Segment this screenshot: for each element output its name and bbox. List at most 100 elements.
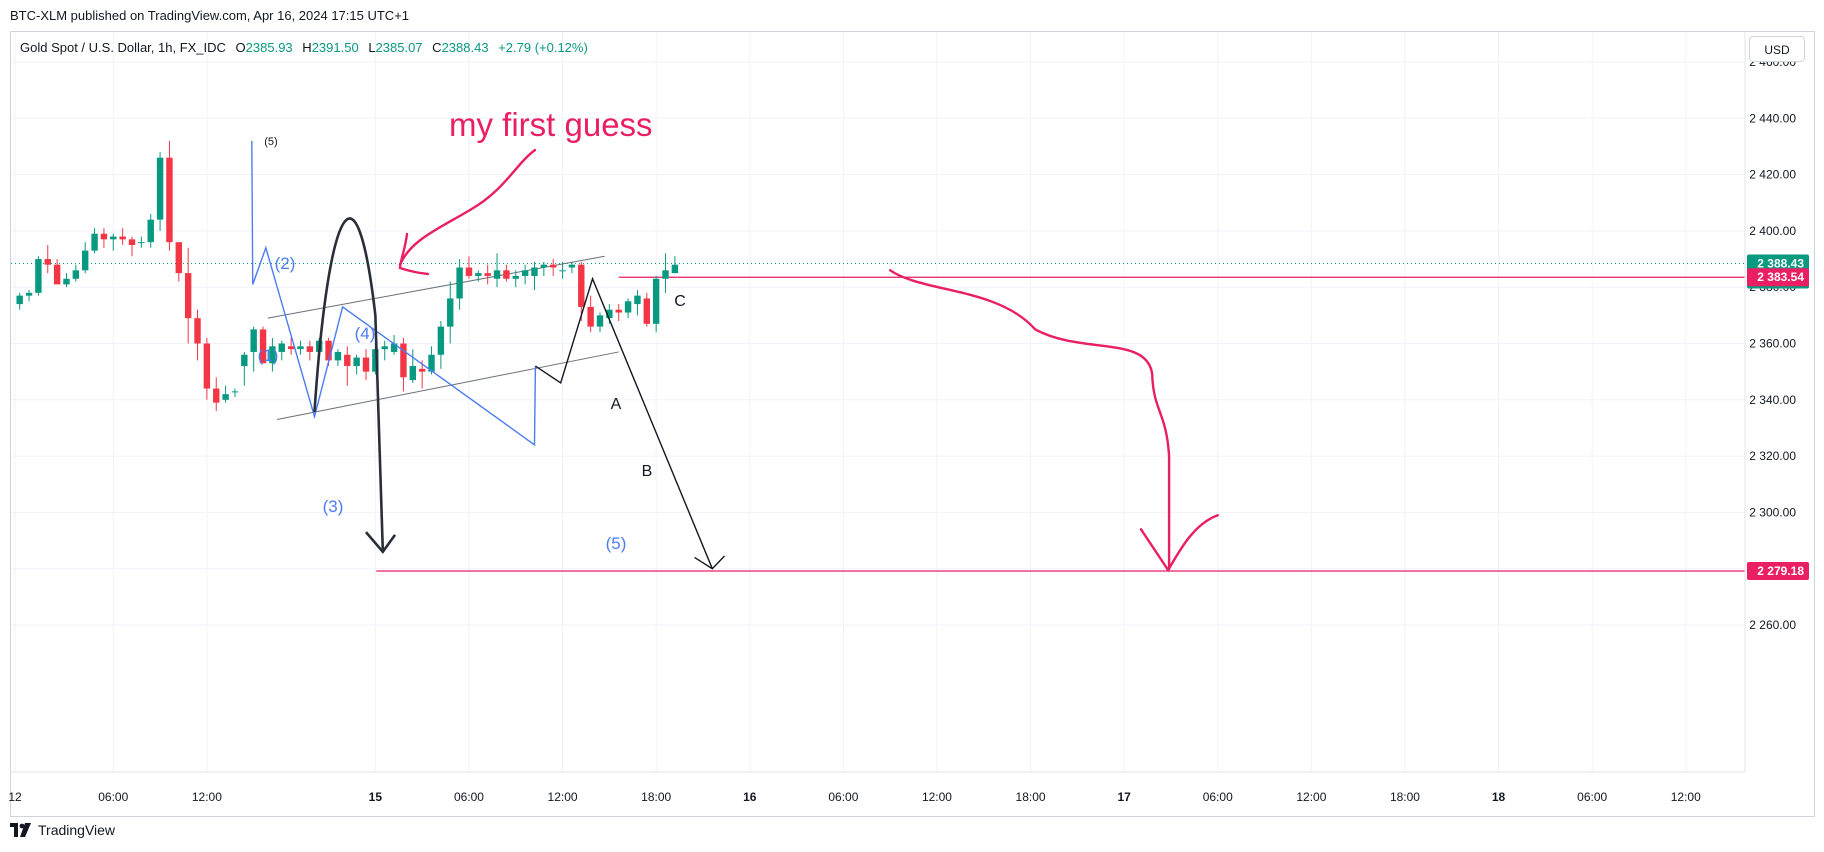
candle-body [325,340,332,361]
candle [447,281,454,344]
candle-body [437,326,445,355]
candle [166,140,173,251]
wave-label: A [611,396,622,413]
candle-body [297,346,304,350]
y-tick-label: 2 360.00 [1749,337,1796,351]
candle [400,337,407,392]
candle-body [550,264,557,268]
forecast-bounce-path [1139,514,1219,573]
channel-lower-line [276,351,619,420]
candle-body [278,343,285,352]
candle [156,152,164,231]
candle-body [578,264,585,307]
candle-body [25,292,33,296]
candle-body [72,270,80,279]
close-label: C [432,40,442,55]
candle [624,298,632,319]
candle [521,264,529,285]
candle [578,261,585,321]
candle [428,346,435,375]
open-label: O [235,40,246,55]
candle [540,261,548,276]
candle [44,244,51,274]
candle-body [493,270,501,279]
candle [16,292,23,310]
candle-body [306,346,314,352]
currency-button[interactable]: USD [1749,36,1805,62]
x-tick-label: 12:00 [1671,790,1701,804]
candle-body [213,388,220,403]
candle-body [287,346,295,350]
first-guess-arc [313,217,385,554]
open-value: 2385.93 [245,40,293,55]
candle [559,261,566,279]
candle-body [624,301,632,313]
candle-body [484,273,491,276]
candle [53,259,61,285]
candle-body [521,270,529,276]
candle [147,214,154,248]
footer-brand[interactable]: TradingView [10,822,115,838]
candle-body [156,157,164,220]
x-tick-label: 12:00 [548,790,578,804]
change-value: +2.79 (+0.12%) [498,40,588,55]
candle [456,259,463,310]
candle-body [241,354,248,367]
price-label-box [1747,562,1809,581]
candle-body [400,343,407,378]
candle [550,259,557,276]
x-tick-label: 12 [8,790,22,804]
price-label-text: 2 279.18 [1757,564,1804,578]
candle-body [652,278,660,324]
price-axis: 2 460.002 440.002 420.002 400.002 380.00… [1744,32,1809,772]
candle [297,340,304,355]
candle-body [606,309,613,319]
candle-body [334,351,342,361]
candle [353,354,360,375]
candle-body [615,309,622,313]
candle-body [203,343,211,389]
candle-body [269,346,276,364]
candle [568,261,576,274]
candle-body [447,298,454,327]
candle-body [344,354,351,367]
candle [259,326,267,364]
candle [531,261,538,291]
candle-body [147,219,154,243]
candle-body [587,306,594,327]
low-value: 2385.07 [375,40,423,55]
candle-body [250,329,257,352]
candle-body [16,295,23,305]
candle [35,256,42,296]
x-tick-label: 18:00 [1016,790,1046,804]
candle-body [475,273,482,276]
candle-body [166,157,173,243]
high-label: H [302,40,312,55]
candle [110,233,117,251]
candle [662,253,669,293]
candle-body [512,275,519,279]
candle [362,349,370,381]
wave-label: (3) [323,497,344,516]
y-tick-label: 2 420.00 [1749,168,1796,182]
candle-body [53,264,61,285]
x-tick-label: 18:00 [641,790,671,804]
candle [25,290,33,302]
tradingview-logo-icon [10,823,31,837]
candle-body [540,264,548,268]
x-tick-label: 06:00 [1203,790,1233,804]
candle [184,247,192,344]
low-label: L [368,40,376,55]
first-guess-annotation: my first guess [449,106,653,143]
candle-body [128,239,136,245]
candle-body [372,349,379,372]
symbol-legend: Gold Spot / U.S. Dollar, 1h, FX_IDC O238… [20,40,588,55]
chart-frame [10,31,1815,817]
candle [615,304,622,321]
candle [241,351,248,386]
candle-body [259,329,267,364]
abc-arrow-head [694,555,725,570]
candle [231,388,239,397]
wave-label: B [642,463,653,480]
